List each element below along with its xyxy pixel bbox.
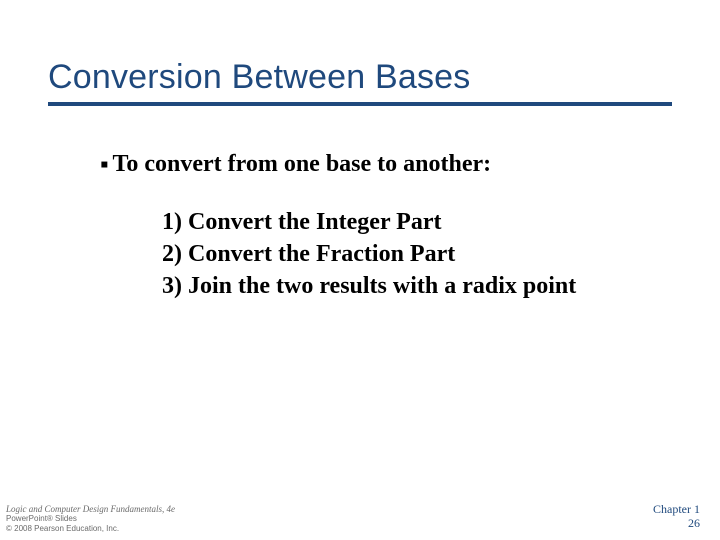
- title-underline: [48, 102, 672, 106]
- slide-title: Conversion Between Bases: [48, 58, 470, 97]
- square-bullet-icon: ▪: [100, 153, 109, 177]
- step-item: 3) Join the two results with a radix poi…: [162, 270, 660, 302]
- footer-left: Logic and Computer Design Fundamentals, …: [6, 504, 175, 534]
- lead-line: ▪ To convert from one base to another:: [100, 150, 660, 178]
- page-number: 26: [653, 516, 700, 530]
- slide-body: ▪ To convert from one base to another: 1…: [100, 150, 660, 302]
- chapter-label: Chapter 1: [653, 502, 700, 516]
- footer-right: Chapter 1 26: [653, 502, 700, 530]
- step-item: 2) Convert the Fraction Part: [162, 238, 660, 270]
- step-item: 1) Convert the Integer Part: [162, 206, 660, 238]
- footer-subtitle: PowerPoint® Slides: [6, 514, 175, 524]
- footer-book-title: Logic and Computer Design Fundamentals, …: [6, 504, 175, 514]
- slide: Conversion Between Bases ▪ To convert fr…: [0, 0, 720, 540]
- lead-text: To convert from one base to another:: [113, 150, 492, 178]
- steps-list: 1) Convert the Integer Part 2) Convert t…: [162, 206, 660, 302]
- footer-copyright: © 2008 Pearson Education, Inc.: [6, 524, 175, 534]
